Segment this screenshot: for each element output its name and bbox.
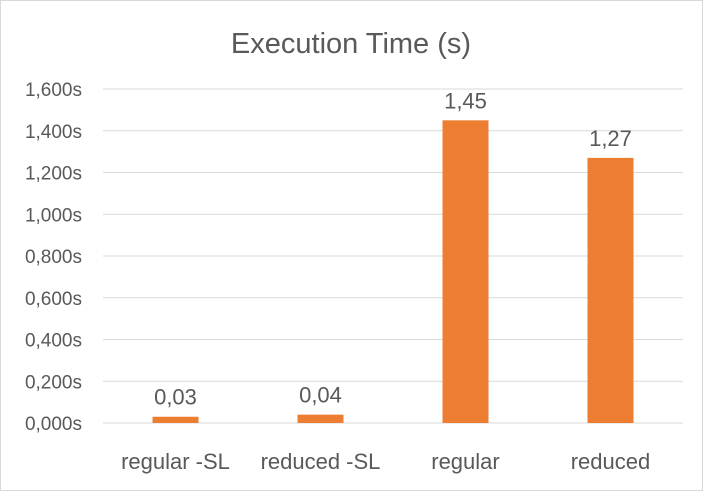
y-tick-label: 1,200s [25,164,82,185]
data-label: 0,04 [299,383,342,408]
bar [442,120,489,423]
y-tick-label: 1,400s [25,122,82,143]
y-tick-label: 0,200s [25,372,82,393]
y-tick-label: 1,000s [25,205,82,226]
x-tick-label: reduced -SL [261,449,381,474]
gridlines [103,88,683,424]
x-tick-label: reduced [571,449,651,474]
y-tick-label: 0,800s [25,247,82,268]
y-tick-label: 0,600s [25,289,82,310]
bar [152,416,199,423]
x-tick-label: regular -SL [121,449,230,474]
chart-title: Execution Time (s) [231,28,471,60]
bar [587,157,634,423]
x-axis: regular -SL reduced -SL regular reduced [121,449,650,474]
y-tick-label: 1,600s [25,80,82,101]
x-tick-label: regular [431,449,499,474]
data-label: 1,27 [589,126,632,151]
data-label: 1,45 [444,88,487,113]
y-tick-label: 0,000s [25,414,82,435]
bars [152,120,634,423]
data-labels: 0,03 0,04 1,45 1,27 [154,88,632,409]
bar [297,414,344,423]
y-tick-label: 0,400s [25,331,82,352]
data-label: 0,03 [154,385,197,410]
y-axis: 0,000s 0,200s 0,400s 0,600s 0,800s 1,000s 1,20… [25,80,82,435]
